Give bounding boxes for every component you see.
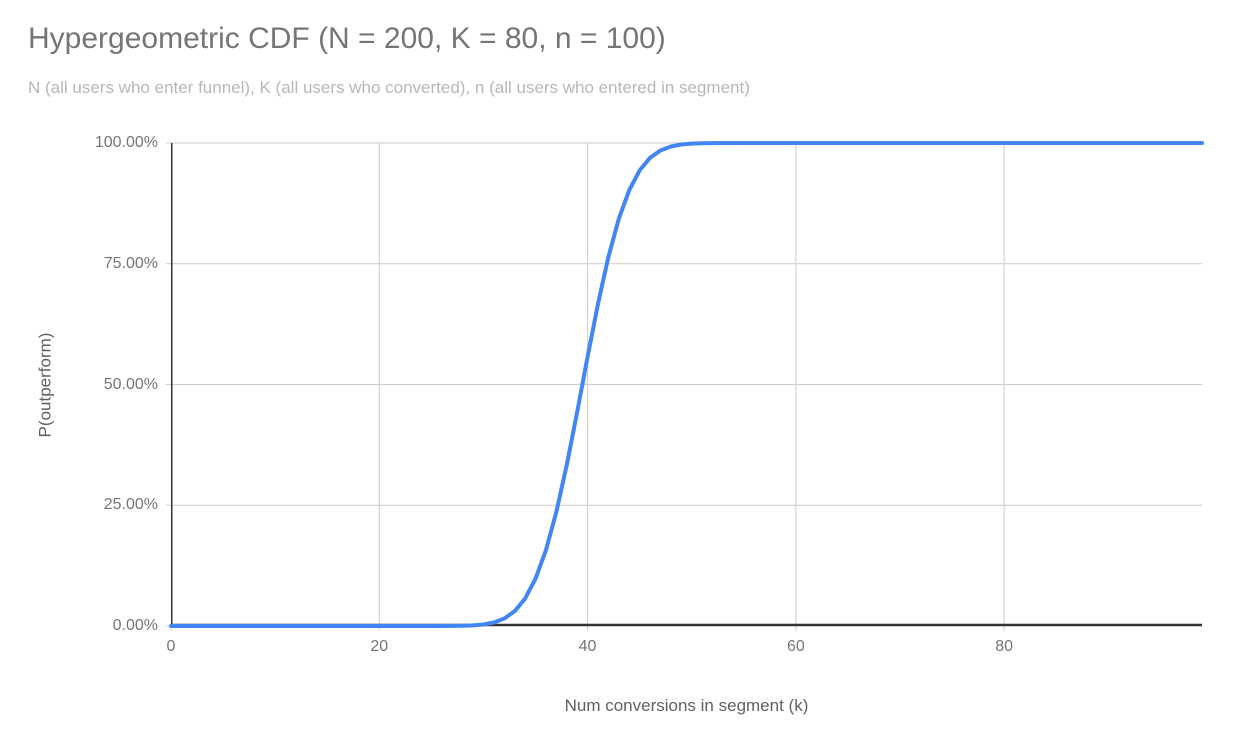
cdf-line-chart-plot-area <box>166 141 1204 631</box>
x-tick-label: 20 <box>370 638 389 655</box>
x-tick-label: 80 <box>995 638 1014 655</box>
y-tick-label: 0.00% <box>112 617 158 634</box>
x-tick-label: 60 <box>786 638 805 655</box>
cdf-curve <box>169 141 1204 628</box>
y-tick-label: 75.00% <box>103 254 158 272</box>
y-tick-label: 50.00% <box>103 375 158 393</box>
chart-title: Hypergeometric CDF (N = 200, K = 80, n =… <box>28 22 666 55</box>
x-tick-label: 0 <box>166 638 176 655</box>
y-tick-label: 100.00% <box>94 134 158 151</box>
x-tick-label: 40 <box>578 638 597 655</box>
y-tick-label: 25.00% <box>103 496 158 514</box>
chart-subtitle: N (all users who enter funnel), K (all u… <box>28 78 750 97</box>
x-axis-title: Num conversions in segment (k) <box>564 696 809 715</box>
